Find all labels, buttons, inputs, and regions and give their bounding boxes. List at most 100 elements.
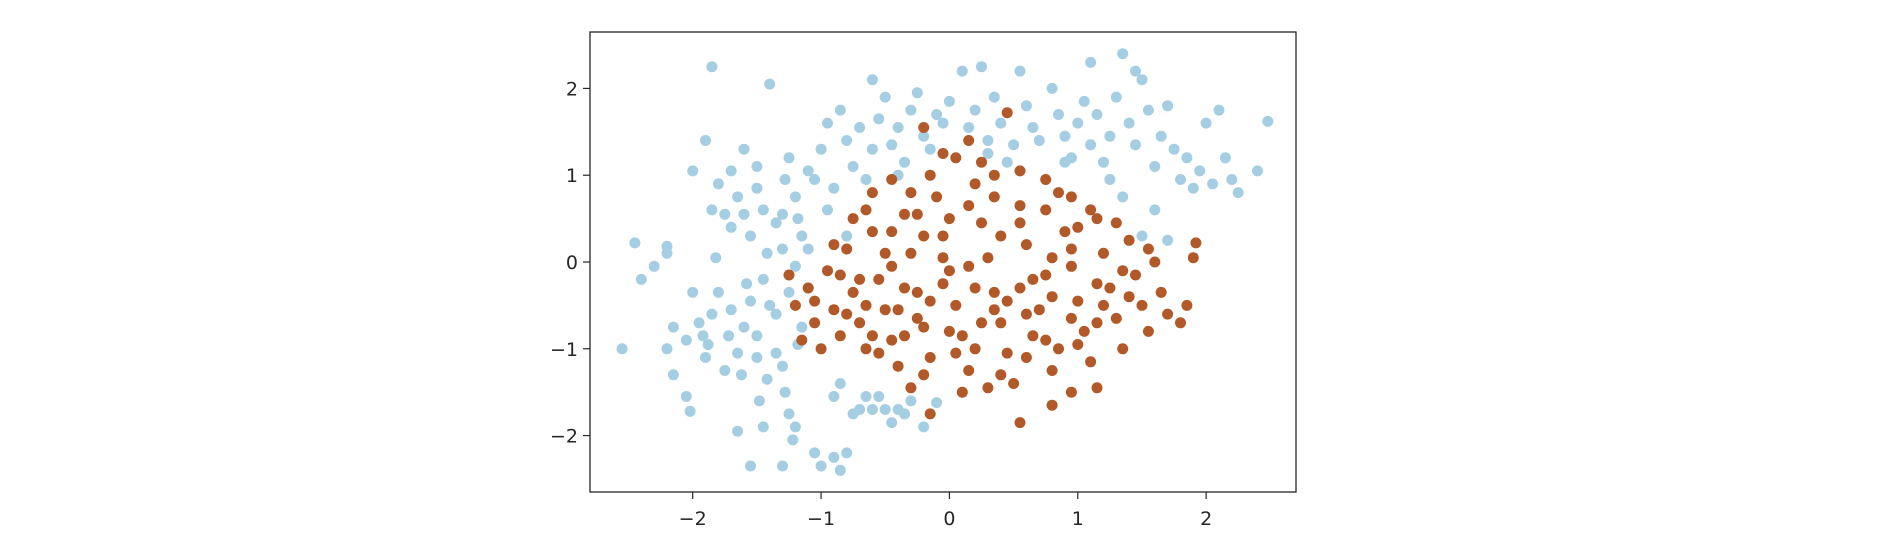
scatter-point-s0-65 (706, 204, 718, 216)
scatter-point-s0-38 (789, 421, 801, 433)
scatter-point-s1-115 (937, 252, 949, 264)
scatter-point-s0-51 (873, 391, 885, 402)
scatter-point-s0-146 (1252, 165, 1263, 177)
scatter-point-s0-99 (918, 130, 930, 142)
scatter-point-s0-80 (796, 230, 808, 242)
scatter-point-s1-130 (963, 260, 975, 272)
scatter-point-s1-132 (1014, 282, 1026, 294)
scatter-point-s1-33 (1001, 347, 1013, 359)
scatter-point-s0-37 (787, 434, 799, 446)
points-layer (616, 48, 1274, 476)
scatter-point-s1-34 (1008, 378, 1020, 389)
scatter-point-s0-59 (834, 378, 846, 389)
scatter-point-s0-74 (770, 217, 782, 229)
scatter-point-s0-40 (796, 321, 808, 333)
scatter-point-s0-152 (738, 143, 750, 155)
scatter-point-s0-144 (1226, 174, 1238, 185)
scatter-point-s1-123 (1142, 243, 1154, 255)
scatter-point-s1-2 (802, 282, 814, 294)
scatter-point-s0-125 (1104, 130, 1116, 142)
scatter-point-s1-7 (834, 330, 846, 342)
scatter-point-s0-20 (723, 330, 735, 342)
scatter-point-s1-99 (995, 369, 1007, 381)
scatter-point-s0-156 (866, 74, 878, 86)
scatter-point-s0-48 (854, 404, 866, 415)
scatter-point-s1-122 (1117, 265, 1129, 277)
scatter-point-s1-95 (892, 304, 904, 316)
scatter-point-s0-151 (725, 165, 737, 177)
scatter-point-s1-98 (969, 343, 981, 355)
scatter-point-s1-48 (1098, 247, 1109, 259)
scatter-point-s1-43 (1065, 260, 1077, 272)
scatter-point-s0-17 (710, 252, 722, 264)
scatter-point-s1-117 (988, 191, 1000, 203)
scatter-point-s1-68 (905, 187, 917, 199)
scatter-point-s1-54 (1136, 299, 1148, 311)
scatter-point-s1-138 (924, 295, 936, 307)
scatter-point-s1-29 (976, 217, 987, 229)
scatter-point-s0-53 (886, 417, 898, 429)
y-tick-label: 0 (566, 252, 578, 274)
scatter-point-s1-26 (956, 330, 968, 342)
scatter-point-s0-90 (860, 174, 872, 185)
scatter-point-s1-127 (886, 260, 898, 272)
scatter-point-s1-3 (809, 317, 821, 329)
x-axis-ticks: −2 −1 0 1 2 (679, 492, 1212, 530)
scatter-point-s0-43 (815, 460, 827, 472)
scatter-point-s1-41 (1053, 187, 1064, 199)
scatter-point-s1-18 (905, 247, 917, 259)
scatter-point-s0-2 (635, 273, 647, 285)
scatter-point-s0-102 (937, 117, 949, 129)
scatter-point-s0-123 (1091, 109, 1103, 120)
scatter-point-s1-90 (1046, 252, 1058, 264)
scatter-point-s1-119 (1040, 204, 1052, 216)
scatter-point-s1-38 (1033, 304, 1045, 316)
scatter-point-s0-85 (828, 182, 840, 194)
scatter-point-s0-72 (757, 204, 769, 216)
scatter-point-s0-168 (777, 243, 788, 255)
scatter-point-s0-57 (918, 421, 930, 433)
scatter-point-s0-164 (1136, 230, 1148, 242)
scatter-point-s1-73 (1001, 107, 1013, 119)
scatter-point-s0-154 (764, 78, 776, 90)
scatter-point-s1-72 (988, 169, 1000, 181)
scatter-point-s1-120 (1065, 243, 1077, 255)
scatter-point-s1-121 (1091, 278, 1103, 290)
scatter-point-s0-136 (1175, 174, 1186, 185)
scatter-point-s0-112 (1014, 65, 1026, 77)
scatter-point-s0-113 (1020, 100, 1032, 112)
scatter-point-s0-34 (777, 360, 788, 372)
scatter-point-s1-111 (1091, 382, 1103, 394)
scatter-point-s0-130 (1136, 74, 1148, 86)
scatter-point-s0-79 (792, 213, 804, 225)
scatter-point-s1-15 (886, 334, 898, 346)
scatter-point-s1-63 (783, 269, 795, 281)
scatter-point-s0-91 (866, 143, 878, 155)
scatter-point-s0-86 (834, 104, 846, 116)
scatter-point-s0-142 (1213, 104, 1225, 116)
x-tick-label: 1 (1072, 508, 1084, 530)
scatter-point-s1-40 (1046, 365, 1058, 376)
scatter-point-s1-141 (1001, 295, 1013, 307)
scatter-point-s0-131 (1142, 104, 1154, 116)
scatter-point-s1-23 (937, 230, 949, 242)
scatter-point-s0-11 (687, 286, 699, 298)
scatter-point-s0-87 (841, 135, 853, 146)
scatter-point-s1-103 (841, 308, 853, 320)
scatter-point-s1-11 (860, 343, 872, 355)
scatter-point-s1-97 (943, 325, 955, 337)
x-tick-label: 0 (943, 508, 955, 530)
scatter-point-s0-35 (779, 386, 791, 398)
scatter-point-s1-76 (1065, 191, 1077, 203)
scatter-point-s0-62 (745, 460, 756, 472)
scatter-point-s0-124 (1098, 156, 1109, 168)
scatter-point-s1-1 (796, 334, 808, 346)
scatter-point-s0-95 (892, 122, 904, 133)
scatter-point-s0-172 (841, 230, 853, 242)
scatter-point-s0-5 (661, 247, 673, 259)
scatter-point-s0-50 (866, 404, 878, 415)
scatter-point-s0-126 (1110, 91, 1122, 103)
scatter-point-s1-61 (1187, 252, 1199, 264)
scatter-point-s0-105 (963, 122, 975, 133)
scatter-point-s0-101 (931, 109, 943, 120)
